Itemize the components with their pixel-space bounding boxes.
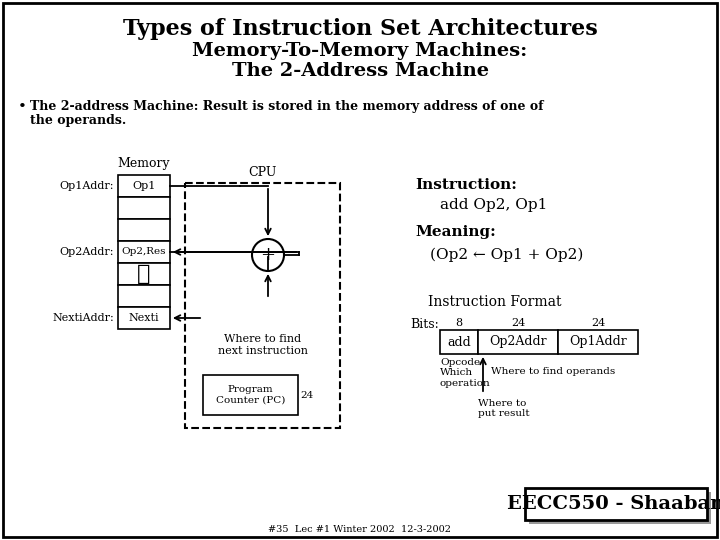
Text: Op1: Op1 (132, 181, 156, 191)
Text: NextiAddr:: NextiAddr: (53, 313, 114, 323)
Text: Op2,Res: Op2,Res (122, 247, 166, 256)
Text: ⋮: ⋮ (138, 263, 150, 285)
Bar (478, 330, 558, 354)
Bar (118, 175, 170, 197)
Text: The 2-address Machine: Result is stored in the memory address of one of: The 2-address Machine: Result is stored … (30, 100, 544, 113)
Text: Memory: Memory (117, 157, 171, 170)
Text: Op2Addr: Op2Addr (489, 335, 546, 348)
Text: •: • (18, 100, 27, 114)
Text: 24: 24 (591, 318, 605, 328)
Bar (529, 492, 711, 524)
Text: Instruction:: Instruction: (415, 178, 517, 192)
Text: Op1Addr:: Op1Addr: (60, 181, 114, 191)
Text: Where to
put result: Where to put result (478, 399, 530, 418)
Text: Types of Instruction Set Architectures: Types of Instruction Set Architectures (122, 18, 598, 40)
Text: Opcode
Which
operation: Opcode Which operation (440, 358, 491, 388)
Bar (525, 488, 707, 520)
Text: add: add (447, 335, 471, 348)
Text: Op2Addr:: Op2Addr: (60, 247, 114, 257)
Text: #35  Lec #1 Winter 2002  12-3-2002: #35 Lec #1 Winter 2002 12-3-2002 (269, 525, 451, 535)
Text: 8: 8 (456, 318, 462, 328)
Text: CPU: CPU (248, 166, 276, 179)
Bar (118, 241, 170, 263)
Text: Program
Counter (PC): Program Counter (PC) (216, 386, 285, 404)
Bar (118, 263, 170, 285)
Text: EECC550 - Shaaban: EECC550 - Shaaban (508, 495, 720, 513)
Bar (118, 197, 170, 219)
Bar (118, 285, 170, 307)
Text: Op1Addr: Op1Addr (569, 335, 627, 348)
Bar (558, 330, 638, 354)
Text: add Op2, Op1: add Op2, Op1 (440, 198, 547, 212)
Bar (118, 307, 170, 329)
Text: (Op2 ← Op1 + Op2): (Op2 ← Op1 + Op2) (430, 248, 583, 262)
Bar (118, 219, 170, 241)
Bar (203, 375, 298, 415)
Text: 24: 24 (300, 390, 313, 400)
Bar (185, 183, 340, 428)
Text: Meaning:: Meaning: (415, 225, 496, 239)
Text: Bits:: Bits: (410, 318, 438, 331)
Bar (440, 330, 478, 354)
Text: Instruction Format: Instruction Format (428, 295, 562, 309)
Text: 24: 24 (511, 318, 525, 328)
Text: Where to find
next instruction: Where to find next instruction (217, 334, 307, 356)
Text: Nexti: Nexti (129, 313, 159, 323)
Text: +: + (261, 246, 276, 264)
Text: Where to find operands: Where to find operands (491, 368, 616, 376)
Text: Memory-To-Memory Machines:: Memory-To-Memory Machines: (192, 42, 528, 60)
Text: the operands.: the operands. (30, 114, 126, 127)
Text: The 2-Address Machine: The 2-Address Machine (232, 62, 488, 80)
